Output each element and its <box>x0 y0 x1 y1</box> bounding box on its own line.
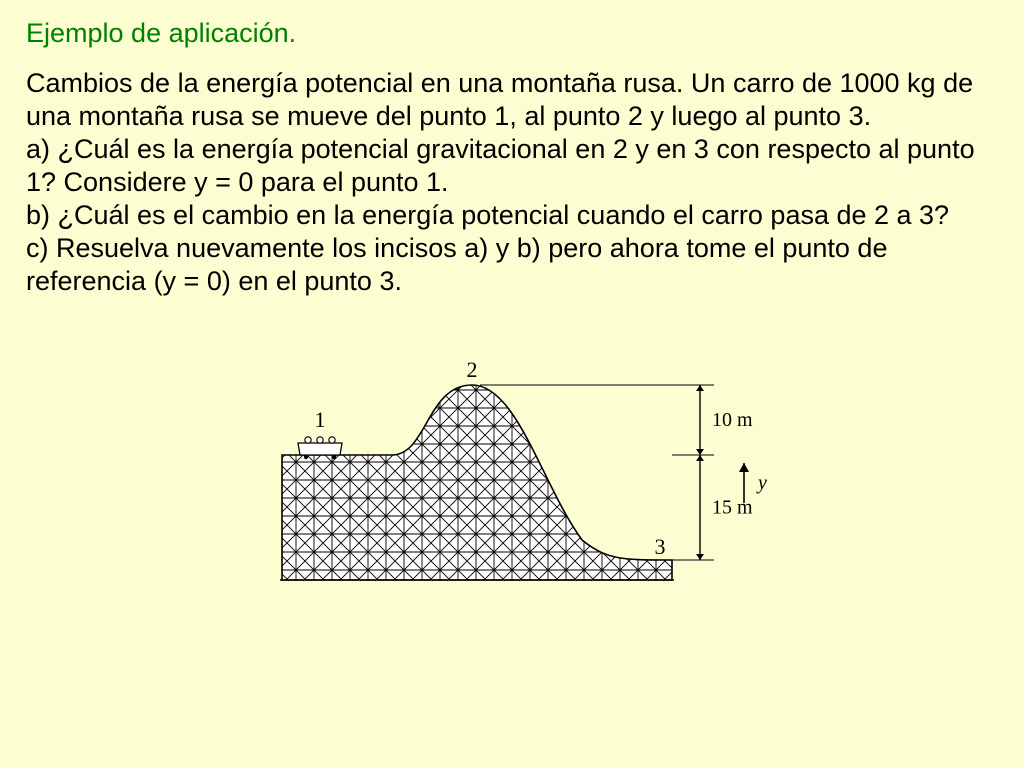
diagram-container: 1 2 3 10 m 15 my <box>26 300 998 600</box>
problem-text: Cambios de la energía potencial en una m… <box>26 67 998 298</box>
problem-item-a: a) ¿Cuál es la energía potencial gravita… <box>26 133 998 199</box>
svg-text:3: 3 <box>655 534 666 559</box>
page-title: Ejemplo de aplicación. <box>26 18 998 49</box>
svg-text:10 m: 10 m <box>712 409 753 431</box>
svg-text:2: 2 <box>467 357 478 382</box>
problem-item-b: b) ¿Cuál es el cambio en la energía pote… <box>26 199 998 232</box>
roller-coaster-diagram: 1 2 3 10 m 15 my <box>242 300 782 600</box>
svg-text:y: y <box>756 472 767 494</box>
problem-item-c: c) Resuelva nuevamente los incisos a) y … <box>26 232 998 298</box>
svg-text:1: 1 <box>315 407 326 432</box>
problem-intro: Cambios de la energía potencial en una m… <box>26 67 998 133</box>
svg-text:15 m: 15 m <box>712 496 753 518</box>
